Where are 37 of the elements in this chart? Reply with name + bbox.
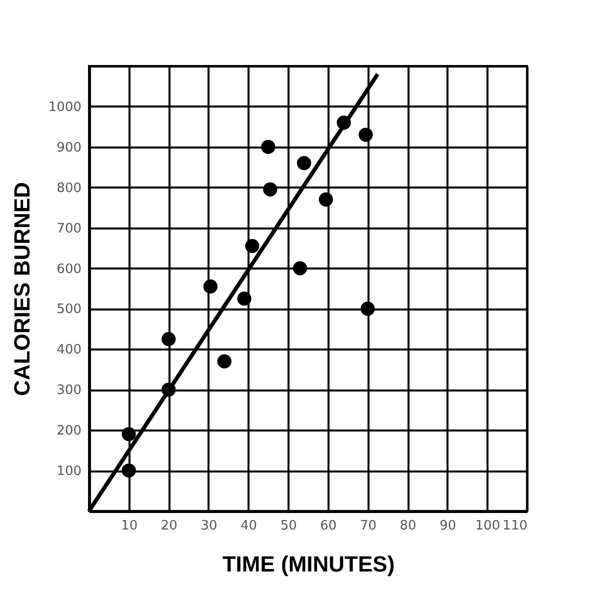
point: [358, 128, 373, 142]
point: [162, 332, 176, 346]
point: [292, 261, 308, 276]
x-tick-label: 40: [240, 518, 258, 534]
x-tick-label: 70: [360, 518, 376, 534]
y-tick-label: 500: [56, 302, 82, 318]
x-tick-label: 20: [160, 518, 178, 534]
x-tick-label: 30: [200, 518, 218, 534]
point: [263, 182, 278, 196]
x-tick-label: 80: [400, 518, 416, 534]
x-axis-title: TIME (MINUTES): [222, 552, 395, 576]
y-tick-label: 700: [56, 221, 82, 236]
x-tick-label: 60: [320, 518, 337, 534]
point: [245, 238, 260, 254]
y-tick-label: 1000: [48, 100, 82, 115]
y-tick-label: 400: [56, 342, 82, 358]
x-tick-label: 50: [280, 518, 297, 534]
y-tick-label: 200: [56, 424, 82, 439]
y-tick-label: 300: [56, 383, 82, 398]
y-tick-label: 100: [56, 464, 82, 480]
point: [122, 463, 136, 478]
x-tick-label: 100: [475, 518, 500, 534]
x-tick-label: 10: [121, 518, 138, 534]
x-tick-label: 110: [502, 518, 528, 534]
y-tick-label: 900: [56, 140, 82, 156]
point: [203, 279, 218, 294]
y-tick-label: 600: [56, 262, 82, 277]
point: [217, 354, 232, 368]
point: [122, 427, 136, 442]
point: [318, 192, 333, 207]
y-tick-label: 800: [56, 180, 82, 196]
x-tick-label: 90: [440, 518, 456, 534]
point: [237, 292, 252, 306]
y-axis-title: CALORIES BURNED: [9, 182, 34, 396]
point: [296, 156, 312, 170]
point: [261, 140, 276, 154]
point: [360, 302, 375, 316]
